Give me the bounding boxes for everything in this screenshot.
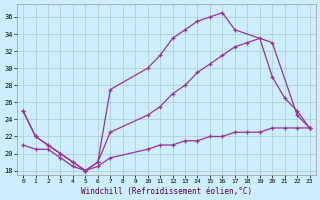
X-axis label: Windchill (Refroidissement éolien,°C): Windchill (Refroidissement éolien,°C) xyxy=(81,187,252,196)
